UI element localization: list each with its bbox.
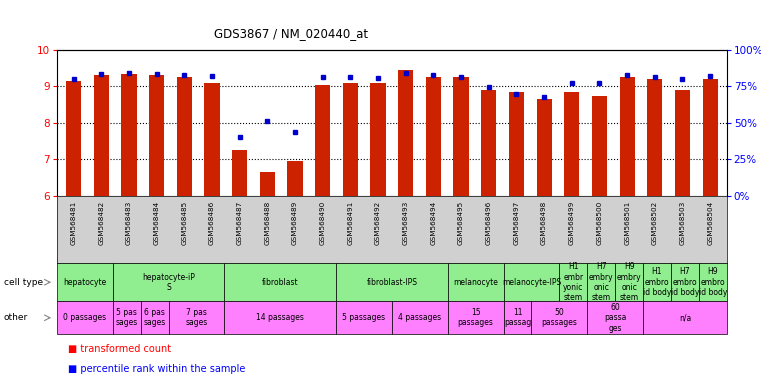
Bar <box>426 77 441 196</box>
Bar <box>675 90 690 196</box>
Text: GSM568489: GSM568489 <box>292 200 298 245</box>
Bar <box>619 77 635 196</box>
Text: 50
passages: 50 passages <box>541 308 578 328</box>
Text: GSM568497: GSM568497 <box>514 200 520 245</box>
Text: 0 passages: 0 passages <box>63 313 107 322</box>
Text: ■ transformed count: ■ transformed count <box>68 344 172 354</box>
Bar <box>260 172 275 196</box>
Text: 7 pas
sages: 7 pas sages <box>186 308 208 328</box>
Text: 6 pas
sages: 6 pas sages <box>144 308 166 328</box>
Text: cell type: cell type <box>4 278 43 287</box>
Bar <box>702 79 718 196</box>
Bar <box>371 83 386 196</box>
Bar <box>454 77 469 196</box>
Text: H7
embry
onic
stem: H7 embry onic stem <box>589 262 613 302</box>
Text: H1
embro
id body: H1 embro id body <box>643 267 671 297</box>
Bar <box>149 75 164 196</box>
Bar <box>205 83 220 196</box>
Bar <box>481 90 496 196</box>
Bar <box>342 83 358 196</box>
Text: GSM568491: GSM568491 <box>348 200 353 245</box>
Text: other: other <box>4 313 28 322</box>
Bar <box>647 79 662 196</box>
Text: GSM568496: GSM568496 <box>486 200 492 245</box>
Bar <box>564 92 579 196</box>
Text: n/a: n/a <box>679 313 691 322</box>
Text: GSM568503: GSM568503 <box>680 200 686 245</box>
Bar <box>398 70 413 196</box>
Text: GSM568485: GSM568485 <box>181 200 187 245</box>
Text: GDS3867 / NM_020440_at: GDS3867 / NM_020440_at <box>215 27 368 40</box>
Bar <box>592 96 607 196</box>
Text: GSM568500: GSM568500 <box>597 200 603 245</box>
Text: GSM568482: GSM568482 <box>98 200 104 245</box>
Text: GSM568481: GSM568481 <box>71 200 77 245</box>
Text: fibroblast-IPS: fibroblast-IPS <box>366 278 418 287</box>
Text: H7
embro
id body: H7 embro id body <box>670 267 699 297</box>
Text: H9
embry
onic
stem: H9 embry onic stem <box>616 262 642 302</box>
Bar <box>537 99 552 196</box>
Text: hepatocyte: hepatocyte <box>63 278 107 287</box>
Bar <box>288 161 303 196</box>
Text: GSM568484: GSM568484 <box>154 200 160 245</box>
Text: melanocyte-IPS: melanocyte-IPS <box>501 278 561 287</box>
Text: GSM568504: GSM568504 <box>707 200 713 245</box>
Text: GSM568499: GSM568499 <box>568 200 575 245</box>
Text: GSM568495: GSM568495 <box>458 200 464 245</box>
Text: GSM568490: GSM568490 <box>320 200 326 245</box>
Text: GSM568494: GSM568494 <box>431 200 436 245</box>
Text: H1
embr
yonic
stem: H1 embr yonic stem <box>563 262 584 302</box>
Text: 15
passages: 15 passages <box>457 308 494 328</box>
Text: H9
embro
id body: H9 embro id body <box>699 267 727 297</box>
Bar <box>232 150 247 196</box>
Bar <box>177 77 192 196</box>
Bar <box>66 81 81 196</box>
Bar <box>509 92 524 196</box>
Bar <box>122 74 137 196</box>
Text: 14 passages: 14 passages <box>256 313 304 322</box>
Text: 11
passag: 11 passag <box>504 308 531 328</box>
Text: GSM568501: GSM568501 <box>624 200 630 245</box>
Text: GSM568502: GSM568502 <box>652 200 658 245</box>
Text: GSM568492: GSM568492 <box>375 200 381 245</box>
Text: GSM568486: GSM568486 <box>209 200 215 245</box>
Text: hepatocyte-iP
S: hepatocyte-iP S <box>142 273 195 292</box>
Text: GSM568488: GSM568488 <box>264 200 270 245</box>
Text: 4 passages: 4 passages <box>398 313 441 322</box>
Text: ■ percentile rank within the sample: ■ percentile rank within the sample <box>68 364 246 374</box>
Text: 60
passa
ges: 60 passa ges <box>604 303 626 333</box>
Bar <box>94 75 109 196</box>
Bar <box>315 84 330 196</box>
Text: 5 passages: 5 passages <box>342 313 386 322</box>
Text: GSM568498: GSM568498 <box>541 200 547 245</box>
Text: 5 pas
sages: 5 pas sages <box>116 308 138 328</box>
Text: GSM568487: GSM568487 <box>237 200 243 245</box>
Text: fibroblast: fibroblast <box>262 278 298 287</box>
Text: melanocyte: melanocyte <box>454 278 498 287</box>
Text: GSM568493: GSM568493 <box>403 200 409 245</box>
Text: GSM568483: GSM568483 <box>126 200 132 245</box>
